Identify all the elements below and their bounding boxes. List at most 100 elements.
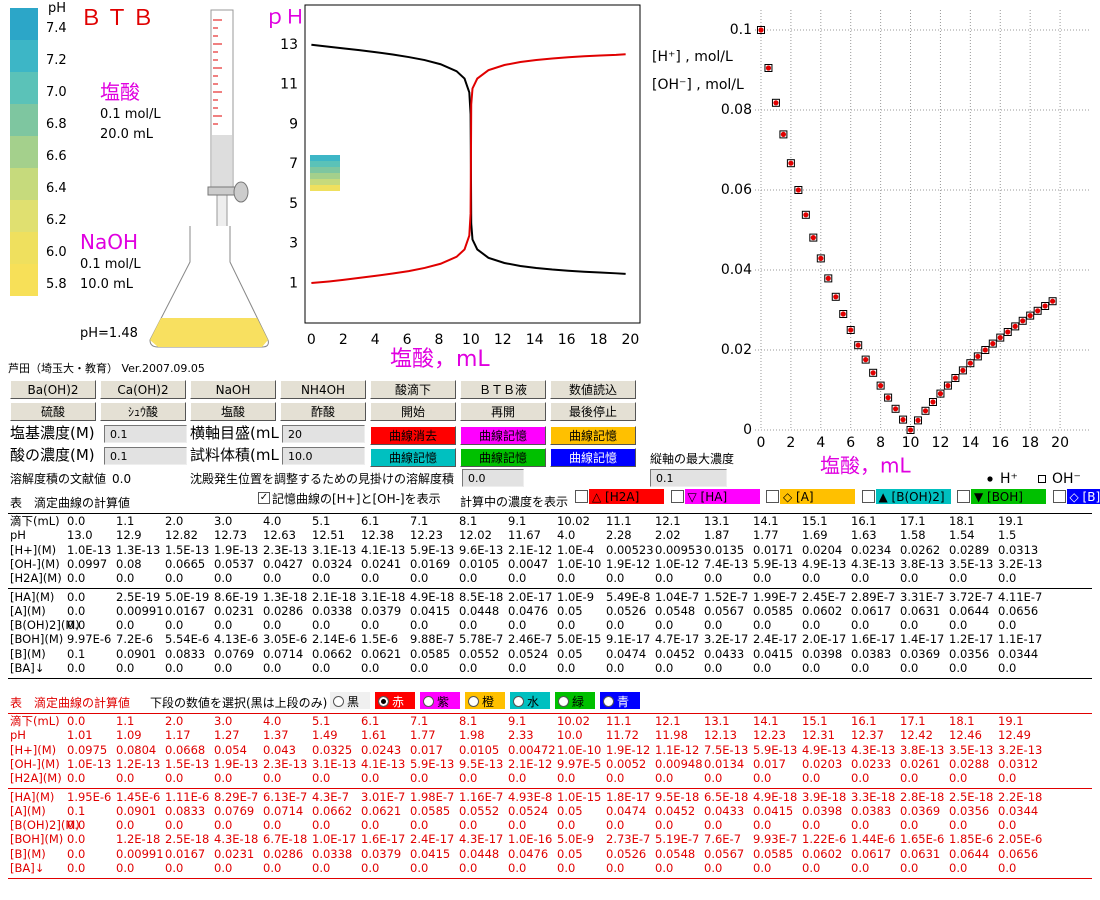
table-cell: 0.0286 xyxy=(263,603,304,618)
table-cell: 0.05 xyxy=(557,803,583,818)
table-rule xyxy=(8,713,1092,714)
curve-button[interactable]: 曲線記憶 xyxy=(550,448,636,467)
ksp-apparent-input[interactable]: 0.0 xyxy=(462,469,524,487)
species-checkbox[interactable] xyxy=(861,490,875,503)
table-cell: 0.0 xyxy=(557,618,576,633)
dot-point xyxy=(907,427,914,433)
table-cell: 0.0 xyxy=(900,571,919,586)
table-title: 表 滴定曲線の計算値 xyxy=(10,496,131,510)
table-cell: 0.0 xyxy=(851,818,870,833)
table-cell: 0.0 xyxy=(361,661,380,675)
field-input[interactable]: 0.1 xyxy=(104,425,187,443)
button[interactable]: 数値読込 xyxy=(550,380,636,399)
dot-point xyxy=(758,27,764,33)
dot-point xyxy=(818,255,824,261)
table-cell: 2.2E-18 xyxy=(998,789,1043,804)
max-conc-input[interactable]: 0.1 xyxy=(650,469,727,487)
table-cell: 0.0 xyxy=(655,861,674,875)
button[interactable]: 塩酸 xyxy=(190,402,276,421)
species-checkbox[interactable] xyxy=(670,490,684,503)
button[interactable]: Ca(OH)2 xyxy=(100,380,186,399)
selector-label: 下段の数値を選択(黒は上段のみ) xyxy=(150,696,328,710)
button[interactable]: ｼｭｳ酸 xyxy=(100,402,186,421)
table-cell: 0.0 xyxy=(655,818,674,833)
button[interactable]: 酸滴下 xyxy=(370,380,456,399)
table-cell: 0.0 xyxy=(67,771,86,786)
button[interactable]: 最後停止 xyxy=(550,402,636,421)
color-swatch xyxy=(10,264,38,296)
table-cell: 12.31 xyxy=(802,728,835,743)
button[interactable]: Ba(OH)2 xyxy=(10,380,96,399)
curve-button[interactable]: 曲線記憶 xyxy=(550,426,636,445)
table-cell: 0.1 xyxy=(67,646,86,661)
field-input[interactable]: 10.0 xyxy=(282,447,365,465)
table-cell: 0.0644 xyxy=(949,846,990,861)
table-cell: 0.0 xyxy=(312,571,331,586)
table-cell: 0.00523 xyxy=(606,542,654,557)
legend-marker xyxy=(1038,475,1046,483)
button[interactable]: 硫酸 xyxy=(10,402,96,421)
table-cell: 0.0452 xyxy=(655,646,696,661)
species-toggle: △ [H2A] xyxy=(589,489,664,504)
field-input[interactable]: 20 xyxy=(282,425,365,443)
field-label: 塩基濃度(M) xyxy=(10,424,95,442)
table-cell: 4.0 xyxy=(263,514,282,528)
table-cell: 0.0 xyxy=(753,661,772,675)
curve-button[interactable]: 曲線消去 xyxy=(370,426,456,445)
table-cell: 0.0312 xyxy=(998,756,1039,771)
table-cell: 0.0 xyxy=(165,818,184,833)
button[interactable]: ＢＴＢ液 xyxy=(460,380,546,399)
table-cell: 0.0 xyxy=(263,618,282,633)
table-cell: 0.0 xyxy=(214,818,233,833)
concentration-chart: 0 2 4 6 8 10 12 14 16 18 20 0 0.02 0.04 0.06 0.08 0.1 [H⁺… xyxy=(652,10,1090,487)
table-cell: 0.0656 xyxy=(998,603,1039,618)
row-label: [A](M) xyxy=(10,803,46,818)
x-tick-label: 18 xyxy=(590,332,608,348)
curve-button[interactable]: 曲線記憶 xyxy=(460,448,546,467)
btb-band xyxy=(310,155,340,191)
table-cell: 12.42 xyxy=(900,728,933,743)
table-cell: 0.0 xyxy=(949,771,968,786)
button[interactable]: 再開 xyxy=(460,402,546,421)
table-cell: 0.0 xyxy=(704,661,723,675)
table-cell: 7.2E-6 xyxy=(116,632,154,647)
species-checkbox[interactable] xyxy=(575,490,588,503)
species-checkbox[interactable] xyxy=(766,490,779,503)
checkbox[interactable]: ✓ xyxy=(258,492,270,504)
table-cell: 0.0 xyxy=(606,861,625,875)
field-input[interactable]: 0.1 xyxy=(104,447,187,465)
table-cell: 3.05E-6 xyxy=(263,632,308,647)
table-cell: 1.45E-6 xyxy=(116,789,161,804)
button[interactable]: 開始 xyxy=(370,402,456,421)
indicator-name: ＢＴＢ xyxy=(80,6,159,31)
table-cell: 18.1 xyxy=(949,514,975,528)
table-cell: 0.0398 xyxy=(802,646,843,661)
ksp-value: 0.0 xyxy=(112,472,132,486)
table-cell: 0.0243 xyxy=(361,742,402,757)
species-checkbox[interactable] xyxy=(957,490,970,503)
table-cell: 0.0 xyxy=(312,618,331,633)
table-cell: 0.0 xyxy=(165,618,184,633)
table-cell: 16.1 xyxy=(851,714,877,728)
table-cell: 10.02 xyxy=(557,714,590,728)
table-cell: 0.0621 xyxy=(361,803,402,818)
table-cell: 0.0 xyxy=(704,818,723,833)
table-cell: 0.0 xyxy=(753,818,772,833)
curve-button[interactable]: 曲線記憶 xyxy=(370,448,456,467)
table-cell: 3.5E-13 xyxy=(949,556,994,571)
button[interactable]: NaOH xyxy=(190,380,276,399)
table-cell: 1.2E-17 xyxy=(949,632,994,647)
table-cell: 4.0 xyxy=(557,528,576,543)
curve xyxy=(311,53,626,285)
button[interactable]: 酢酸 xyxy=(280,402,366,421)
species-checkbox[interactable] xyxy=(1052,490,1066,503)
table-cell: 0.0 xyxy=(459,861,478,875)
table-cell: 0.0585 xyxy=(410,803,451,818)
curve-button[interactable]: 曲線記憶 xyxy=(460,426,546,445)
table-cell: 1.01 xyxy=(67,728,93,743)
button[interactable]: NH4OH xyxy=(280,380,366,399)
table-cell: 3.8E-13 xyxy=(900,742,945,757)
species-toggle: ▼ [BOH] xyxy=(971,489,1046,504)
table-cell: 9.5E-13 xyxy=(459,756,504,771)
